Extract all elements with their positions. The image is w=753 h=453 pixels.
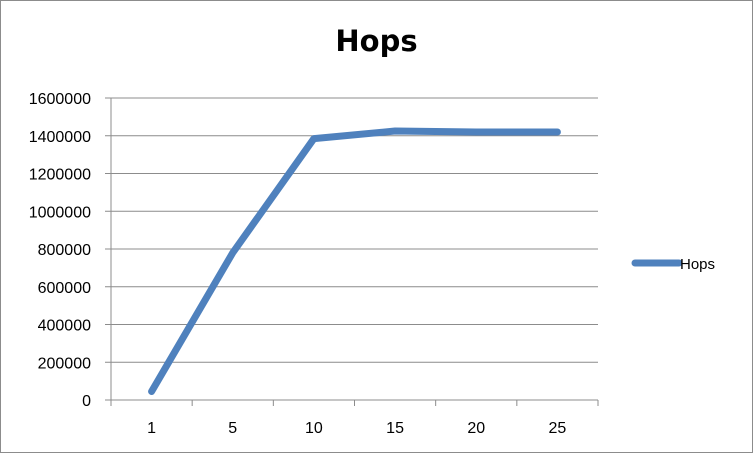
- y-tick-label: 400000: [38, 318, 91, 335]
- chart-title: Hops: [335, 24, 418, 58]
- data-point: [310, 135, 317, 142]
- data-point: [392, 128, 399, 135]
- data-point: [229, 249, 236, 256]
- y-tick-label: 600000: [38, 280, 91, 297]
- y-tick-label: 800000: [38, 242, 91, 259]
- data-point: [554, 128, 561, 135]
- x-tick-label: 1: [147, 420, 156, 437]
- y-tick-label: 1200000: [29, 167, 91, 184]
- y-tick-label: 1600000: [29, 91, 91, 108]
- y-tick-label: 1000000: [29, 204, 91, 221]
- series-line: [148, 127, 561, 396]
- x-tick-label: 5: [228, 420, 237, 437]
- y-tick-label: 1400000: [29, 129, 91, 146]
- y-tick-label: 0: [82, 393, 91, 410]
- x-tick-label: 15: [386, 420, 404, 437]
- data-point: [473, 128, 480, 135]
- legend-label: Hops: [680, 256, 715, 273]
- y-tick-label: 200000: [38, 355, 91, 372]
- data-point: [148, 388, 155, 395]
- x-tick-label: 10: [305, 420, 323, 437]
- x-tick-label: 20: [467, 420, 485, 437]
- x-tick-label: 25: [549, 420, 567, 437]
